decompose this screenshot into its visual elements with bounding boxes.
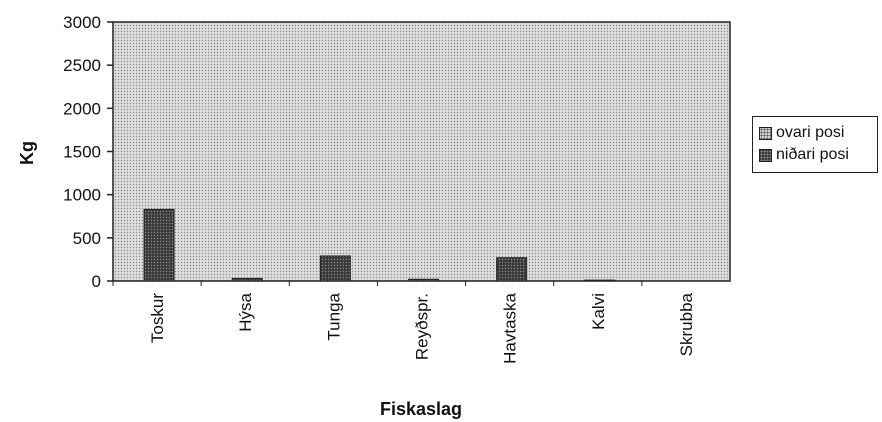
y-tick-label: 1500 [63,143,101,162]
plot-area [112,21,731,282]
x-tick-label: Skrubba [677,292,696,356]
x-tick-label: Tunga [324,292,343,340]
legend-item-nidari-posi: niðari posi [759,144,873,166]
x-tick-label: Reyðspr. [413,293,432,360]
legend-swatch-ovari-posi [759,126,772,140]
legend-label-ovari-posi: ovari posi [776,124,845,141]
bar-nidari-posi [319,255,351,282]
y-tick-label: 3000 [63,13,101,32]
x-tick-label: Hýsa [236,292,255,331]
x-axis-label: Fiskaslag [380,399,462,419]
legend-swatch-nidari-posi [759,148,772,162]
y-tick-label: 2000 [63,99,101,118]
y-tick-label: 2500 [63,56,101,75]
y-axis-ticks: 0 500 1000 1500 2000 2500 3000 [63,13,113,291]
x-axis-ticks: Toskur Hýsa Tunga Reyðspr. Havtaska Kalvi Skru… [112,281,696,364]
bar-nidari-posi [231,277,263,282]
bar-nidari-posi [408,278,439,282]
y-tick-label: 1000 [63,186,101,205]
x-tick-label: Kalvi [589,293,608,330]
bar-nidari-posi [143,208,175,282]
x-tick-label: Havtaska [501,292,520,363]
bar-nidari-posi [584,279,616,282]
legend: ovari posi niðari posi [752,116,878,173]
bars [143,208,616,282]
y-tick-label: 0 [92,272,101,291]
legend-label-nidari-posi: niðari posi [776,146,849,163]
y-axis-label: Kg [17,141,37,165]
legend-item-ovari-posi: ovari posi [759,122,873,144]
bar-nidari-posi [496,257,528,282]
y-tick-label: 500 [73,229,101,248]
x-tick-label: Toskur [148,293,167,343]
